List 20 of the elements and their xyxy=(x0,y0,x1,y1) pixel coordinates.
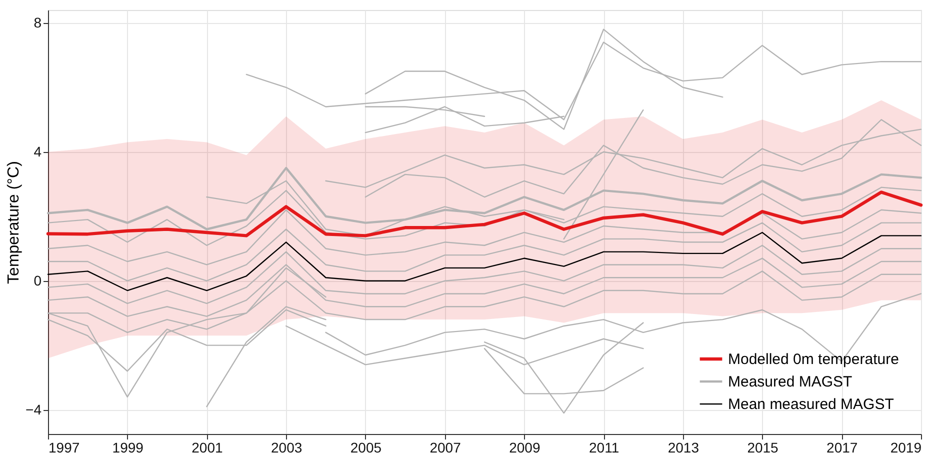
x-tick-label: 2009 xyxy=(509,440,540,456)
legend-label: Modelled 0m temperature xyxy=(728,351,899,368)
x-tick-label: 2001 xyxy=(192,440,224,456)
legend-label: Mean measured MAGST xyxy=(728,396,894,413)
x-tick-label: 2003 xyxy=(271,440,302,456)
x-tick-label: 2015 xyxy=(747,440,779,456)
x-tick-label: 1999 xyxy=(112,440,144,456)
x-tick-label: 2013 xyxy=(668,440,700,456)
x-tick-label: 1997 xyxy=(48,440,80,456)
x-tick-label: 2011 xyxy=(588,440,620,456)
y-tick-label: −4 xyxy=(26,401,42,418)
y-tick-label: 0 xyxy=(34,272,42,288)
x-tick-label: 2017 xyxy=(826,440,858,456)
x-tick-label: 2019 xyxy=(890,440,922,456)
legend-label: Measured MAGST xyxy=(728,374,852,390)
y-axis-title: Temperature (°C) xyxy=(6,161,23,284)
x-tick-label: 2007 xyxy=(430,440,462,456)
x-tick-label: 2005 xyxy=(350,440,382,456)
y-tick-label: 4 xyxy=(34,143,42,160)
y-tick-label: 8 xyxy=(34,14,42,30)
